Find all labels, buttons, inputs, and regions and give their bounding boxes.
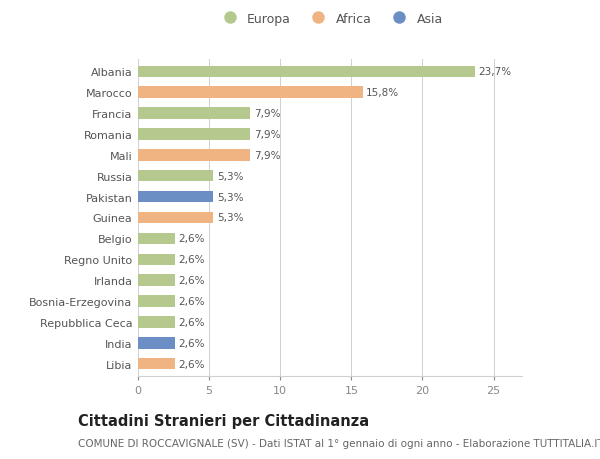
Bar bbox=[138, 337, 175, 349]
Legend: Europa, Africa, Asia: Europa, Africa, Asia bbox=[213, 9, 447, 29]
Bar bbox=[138, 150, 250, 161]
Text: Cittadini Stranieri per Cittadinanza: Cittadini Stranieri per Cittadinanza bbox=[78, 413, 369, 428]
Bar bbox=[138, 275, 175, 286]
Text: 7,9%: 7,9% bbox=[254, 151, 280, 161]
Text: 15,8%: 15,8% bbox=[366, 88, 400, 98]
Bar bbox=[138, 233, 175, 245]
Bar bbox=[138, 108, 250, 120]
Bar bbox=[138, 171, 214, 182]
Bar bbox=[138, 316, 175, 328]
Text: 2,6%: 2,6% bbox=[179, 234, 205, 244]
Bar bbox=[138, 296, 175, 307]
Text: 5,3%: 5,3% bbox=[217, 192, 244, 202]
Text: 23,7%: 23,7% bbox=[479, 67, 512, 77]
Text: 7,9%: 7,9% bbox=[254, 109, 280, 119]
Bar bbox=[138, 254, 175, 265]
Text: 5,3%: 5,3% bbox=[217, 213, 244, 223]
Text: 2,6%: 2,6% bbox=[179, 359, 205, 369]
Text: 2,6%: 2,6% bbox=[179, 275, 205, 285]
Text: 7,9%: 7,9% bbox=[254, 130, 280, 140]
Bar bbox=[138, 358, 175, 369]
Bar bbox=[138, 67, 475, 78]
Text: 2,6%: 2,6% bbox=[179, 338, 205, 348]
Text: 2,6%: 2,6% bbox=[179, 297, 205, 306]
Text: 5,3%: 5,3% bbox=[217, 171, 244, 181]
Text: COMUNE DI ROCCAVIGNALE (SV) - Dati ISTAT al 1° gennaio di ogni anno - Elaborazio: COMUNE DI ROCCAVIGNALE (SV) - Dati ISTAT… bbox=[78, 438, 600, 448]
Bar bbox=[138, 191, 214, 203]
Bar bbox=[138, 87, 363, 99]
Bar bbox=[138, 213, 214, 224]
Text: 2,6%: 2,6% bbox=[179, 255, 205, 265]
Bar bbox=[138, 129, 250, 140]
Text: 2,6%: 2,6% bbox=[179, 317, 205, 327]
